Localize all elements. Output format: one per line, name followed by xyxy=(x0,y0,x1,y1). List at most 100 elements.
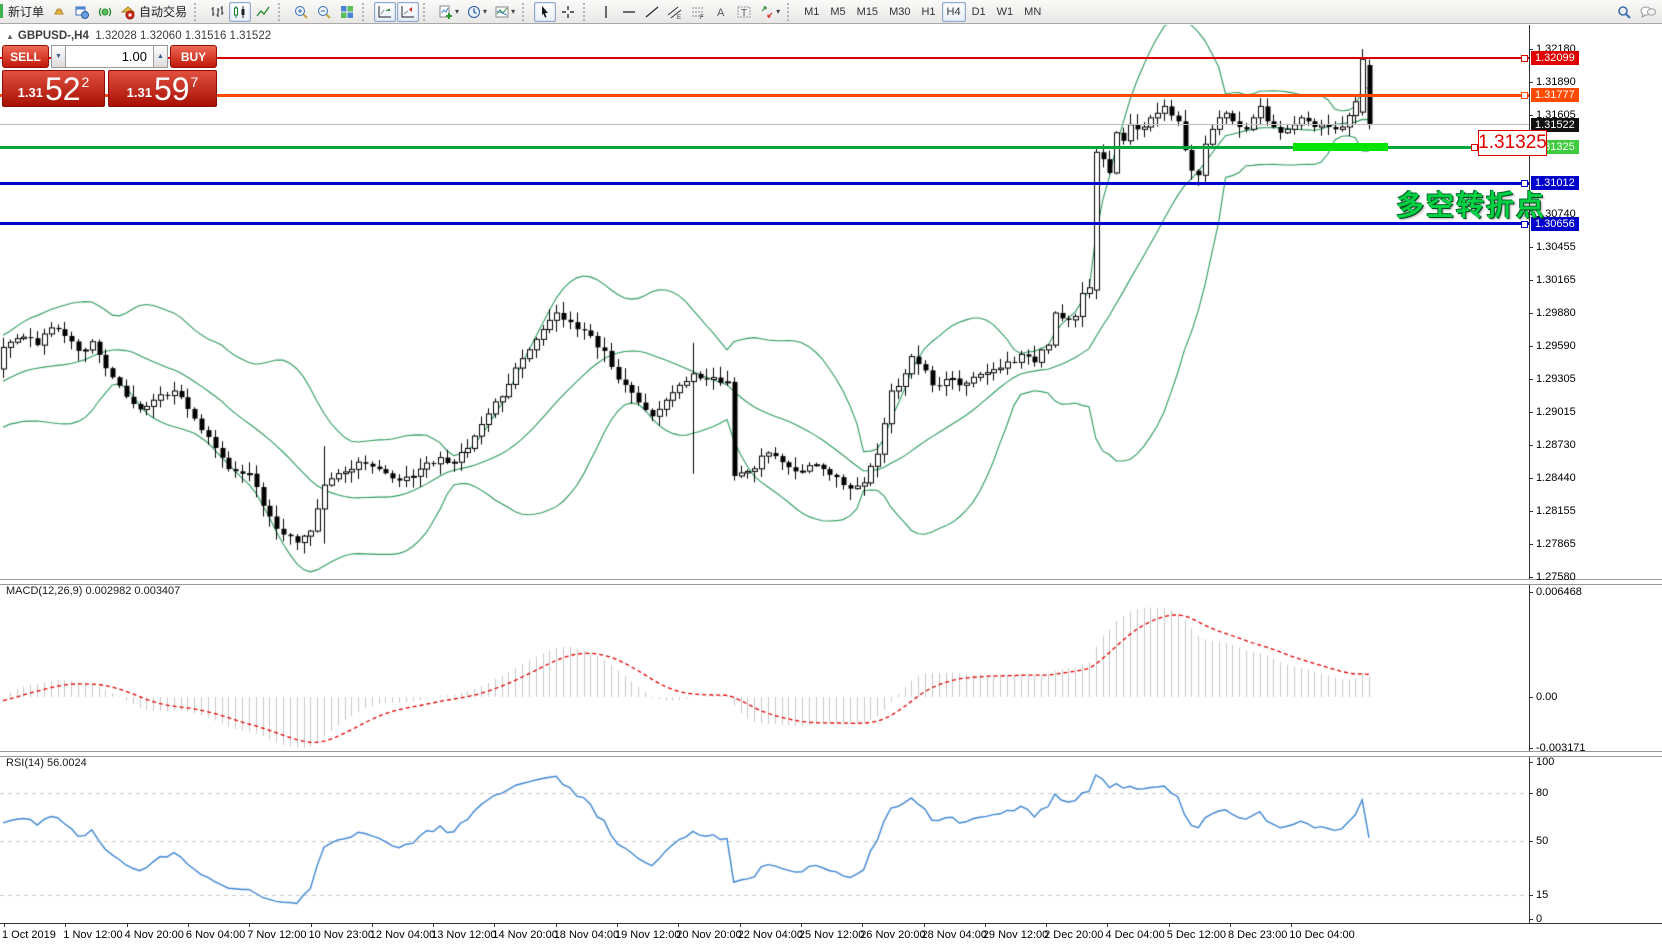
timeframe-mn-button[interactable]: MN xyxy=(1024,5,1042,18)
level-line-handle[interactable] xyxy=(1521,92,1528,100)
crosshair-icon xyxy=(562,5,575,18)
dropdown-arrow-icon: ▾ xyxy=(511,7,516,16)
time-tick-mark xyxy=(1107,923,1109,927)
bar-chart-button[interactable] xyxy=(206,2,228,22)
time-tick-mark xyxy=(433,923,435,927)
symbol-period-label: GBPUSD-,H4 xyxy=(17,30,89,42)
zoom-in-button[interactable] xyxy=(290,2,312,22)
timeframe-m5-button[interactable]: M5 xyxy=(830,5,846,18)
macd-pane-separator[interactable] xyxy=(0,579,1662,585)
time-tick-mark xyxy=(1168,923,1170,927)
vertical-line-button[interactable] xyxy=(595,2,617,22)
level-line-1.31777[interactable] xyxy=(0,93,1529,97)
timeframe-h4-button[interactable]: H4 xyxy=(941,1,966,22)
arrows-button[interactable]: ▾ xyxy=(756,2,783,22)
zoom-out-button[interactable] xyxy=(313,2,335,22)
level-line-1.31325[interactable] xyxy=(0,145,1529,149)
timeframe-d1-button[interactable]: D1 xyxy=(971,5,986,18)
line-chart-button[interactable] xyxy=(252,2,274,22)
market-depth-button[interactable] xyxy=(94,2,116,22)
level-line-1.31012[interactable] xyxy=(0,181,1529,185)
price-tick-mark xyxy=(1529,49,1533,50)
chat-button[interactable] xyxy=(1636,2,1660,22)
period-button[interactable]: ▾ xyxy=(463,2,490,22)
candlestick-chart-button[interactable] xyxy=(229,1,252,22)
price-axis-border xyxy=(1529,25,1530,923)
buy-button[interactable]: BUY xyxy=(170,45,217,68)
volume-field[interactable]: 1.00 xyxy=(66,45,153,68)
timeframe-m30-button[interactable]: M30 xyxy=(889,5,911,18)
support-zone-segment[interactable] xyxy=(1293,143,1388,152)
time-axis-label: 2 Dec 20:00 xyxy=(1044,929,1104,941)
trendline-button[interactable] xyxy=(641,2,663,22)
volume-decrease-button[interactable]: ▼ xyxy=(51,45,66,68)
time-tick-mark xyxy=(4,923,5,927)
equidistant-channel-icon: E xyxy=(667,6,682,20)
level-line-handle[interactable] xyxy=(1521,180,1528,188)
time-tick-mark xyxy=(800,923,802,927)
new-order-label: 新订单 xyxy=(8,5,45,19)
sell-quote-button[interactable]: 1.31 52 2 xyxy=(2,70,105,107)
bar-chart-icon xyxy=(211,5,224,17)
level-line-handle[interactable] xyxy=(1521,55,1528,63)
level-line-1.30656[interactable] xyxy=(0,222,1529,226)
market-depth-icon xyxy=(98,7,112,16)
price-tick-label: 1.28155 xyxy=(1536,504,1576,517)
timeframe-w1-button[interactable]: W1 xyxy=(996,5,1014,18)
cropped-icon-sliver xyxy=(0,4,3,18)
timeframe-m15-button[interactable]: M15 xyxy=(856,5,879,18)
rsi-tick-label: 0 xyxy=(1536,913,1543,925)
one-click-collapse-icon[interactable]: ▲ xyxy=(6,32,14,41)
time-axis-label: 4 Dec 04:00 xyxy=(1105,929,1165,941)
time-tick-mark xyxy=(1291,923,1293,927)
period-clock-icon xyxy=(468,5,481,18)
price-badge-1.31012: 1.31012 xyxy=(1531,176,1579,191)
price-annotation-box[interactable]: 1.31325 xyxy=(1478,130,1547,156)
new-chart-button[interactable]: ▾ xyxy=(435,2,462,22)
toolbar-grip xyxy=(278,2,286,21)
auto-trading-button[interactable]: 自动交易 xyxy=(117,2,190,22)
price-tick-label: 1.28440 xyxy=(1536,472,1576,485)
crosshair-button[interactable] xyxy=(557,2,579,22)
template-button[interactable]: ▾ xyxy=(491,2,518,22)
price-tick-mark xyxy=(1529,346,1533,348)
text-label-button[interactable]: T xyxy=(733,2,755,22)
price-tick-label: 1.27865 xyxy=(1536,538,1576,551)
volume-stepper: ▼ 1.00 ▲ xyxy=(51,45,168,68)
time-axis-label: 14 Nov 20:00 xyxy=(492,929,558,941)
vertical-line-icon xyxy=(605,5,607,18)
cursor-button[interactable] xyxy=(534,1,557,22)
macd-indicator-label: MACD(12,26,9) 0.002982 0.003407 xyxy=(6,585,181,597)
turning-point-annotation[interactable]: 多空转折点 xyxy=(1396,190,1547,221)
text-button[interactable]: A xyxy=(710,2,732,22)
gold-order-button[interactable] xyxy=(48,2,70,22)
volume-increase-button[interactable]: ▲ xyxy=(153,45,168,68)
toolbar-grip xyxy=(522,2,530,21)
price-tick-label: 1.29015 xyxy=(1536,406,1576,419)
buy-price-pip: 7 xyxy=(190,74,199,90)
annotation-box-handle[interactable] xyxy=(1471,144,1478,152)
equidistant-channel-button[interactable]: E xyxy=(664,2,686,22)
chart-shift-button[interactable] xyxy=(397,1,420,22)
level-line-1.32099[interactable] xyxy=(0,57,1529,60)
level-line-handle[interactable] xyxy=(1521,220,1528,228)
time-axis-label: 22 Nov 04:00 xyxy=(737,929,804,941)
svg-text:F: F xyxy=(700,15,704,20)
rsi-tick-mark xyxy=(1529,793,1533,795)
timeframe-h1-button[interactable]: H1 xyxy=(921,5,936,18)
sell-button[interactable]: SELL xyxy=(2,45,49,68)
timeframe-m1-button[interactable]: M1 xyxy=(804,5,820,18)
horizontal-line-button[interactable] xyxy=(618,2,640,22)
fibonacci-button[interactable]: F xyxy=(687,2,709,22)
search-button[interactable] xyxy=(1613,2,1635,22)
toolbar-grip xyxy=(194,2,202,21)
new-order-button[interactable]: 新订单 xyxy=(2,2,47,22)
chart-windows-button[interactable] xyxy=(71,2,93,22)
buy-quote-button[interactable]: 1.31 59 7 xyxy=(108,70,217,107)
time-tick-mark xyxy=(1046,923,1048,927)
auto-scroll-button[interactable] xyxy=(374,1,397,22)
tile-windows-button[interactable] xyxy=(336,2,358,22)
time-axis-label: 7 Nov 12:00 xyxy=(247,929,307,941)
rsi-pane-separator[interactable] xyxy=(0,751,1662,757)
